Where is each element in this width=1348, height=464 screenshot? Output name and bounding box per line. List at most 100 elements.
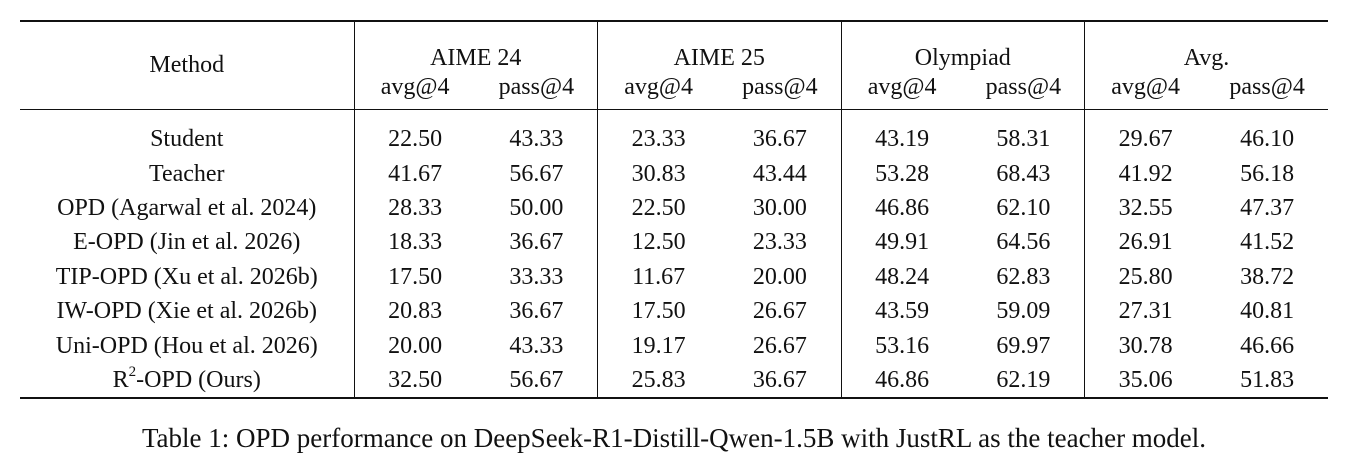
value-cell: 53.16 [840, 328, 963, 363]
value-cell: 46.66 [1240, 332, 1295, 359]
value-cell: 33.33 [509, 263, 564, 290]
table-row: IW-OPD (Xie et al. 2026b) 20.83 36.67 17.50… [20, 293, 1328, 329]
value-cell: 56.18 [1240, 160, 1295, 187]
value-cell: 30.78 [1084, 328, 1207, 363]
value-cell: 36.67 [509, 298, 564, 325]
subheader-pass4: pass@4 [498, 74, 575, 100]
value-cell: 26.67 [752, 332, 807, 359]
value-cell: 47.37 [1240, 194, 1295, 221]
value-cell: 26.67 [752, 298, 807, 325]
value-cell: 36.67 [752, 366, 807, 393]
value-cell: 46.86 [840, 362, 963, 399]
method-cell: IW-OPD (Xie et al. 2026b) [56, 298, 318, 325]
value-cell: 30.83 [597, 156, 720, 191]
value-cell: 56.67 [509, 160, 564, 187]
value-cell: 68.43 [996, 160, 1051, 187]
table-caption: Table 1: OPD performance on DeepSeek-R1-… [141, 423, 1207, 453]
value-cell: 36.67 [752, 126, 807, 153]
value-cell: 20.83 [353, 293, 476, 329]
value-cell: 41.52 [1240, 229, 1295, 256]
table-row: TIP-OPD (Xu et al. 2026b) 17.50 33.33 11.67… [20, 259, 1328, 294]
method-header: Method [20, 21, 354, 110]
value-cell: 27.31 [1084, 293, 1207, 329]
value-cell: 32.55 [1084, 190, 1207, 226]
header-row-groups: Method AIME 24 AIME 25 Olympiad Avg. [20, 21, 1328, 110]
value-cell: 62.19 [996, 366, 1051, 393]
table-row: OPD (Agarwal et al. 2024) 28.33 50.00 22.50… [20, 190, 1328, 226]
value-cell: 43.59 [840, 293, 963, 329]
subheader-avg4: avg@4 [840, 72, 963, 110]
value-cell: 30.00 [752, 194, 807, 221]
method-cell: Teacher [148, 160, 225, 187]
value-cell: 40.81 [1240, 298, 1295, 325]
value-cell: 41.92 [1084, 156, 1207, 191]
value-cell: 23.33 [597, 120, 720, 157]
value-cell: 11.67 [597, 259, 720, 294]
group-header-aime25: AIME 25 [597, 21, 841, 72]
value-cell: 25.80 [1084, 259, 1207, 294]
value-cell: 43.33 [509, 126, 564, 153]
value-cell: 48.24 [840, 259, 963, 294]
value-cell: 41.67 [353, 156, 476, 191]
value-cell: 17.50 [353, 259, 476, 294]
table-body: Student 22.50 43.33 23.33 36.67 43.19 58.31 29.… [20, 109, 1328, 399]
subheader-pass4: pass@4 [1229, 74, 1305, 100]
subheader-avg4: avg@4 [1084, 72, 1207, 110]
method-cell: TIP-OPD (Xu et al. 2026b) [55, 263, 318, 290]
value-cell: 46.86 [840, 190, 963, 226]
value-cell: 50.00 [509, 194, 564, 221]
subheader-avg4: avg@4 [353, 72, 476, 110]
method-name-superscript: 2 [128, 363, 137, 380]
spacer-row [20, 109, 1328, 120]
method-cell: OPD (Agarwal et al. 2024) [57, 194, 317, 221]
value-cell: 69.97 [996, 332, 1051, 359]
value-cell: 25.83 [597, 362, 720, 399]
value-cell: 20.00 [353, 328, 476, 363]
value-cell: 58.31 [996, 126, 1051, 153]
value-cell: 64.56 [996, 229, 1051, 256]
value-cell: 36.67 [509, 229, 564, 256]
value-cell: 56.67 [509, 366, 564, 393]
value-cell: 20.00 [752, 263, 807, 290]
value-cell: 18.33 [353, 225, 476, 260]
method-cell: R2-OPD (Ours) [20, 363, 354, 398]
group-header-aime24: AIME 24 [353, 21, 598, 72]
value-cell: 43.19 [840, 120, 963, 157]
method-name-prefix: R [112, 366, 129, 393]
method-cell: E-OPD (Jin et al. 2026) [73, 229, 301, 256]
group-header-olympiad: Olympiad [840, 21, 1085, 72]
value-cell: 19.17 [597, 328, 720, 363]
method-cell: Uni-OPD (Hou et al. 2026) [55, 332, 318, 359]
table-row: Uni-OPD (Hou et al. 2026) 20.00 43.33 19.17… [20, 328, 1328, 363]
subheader-pass4: pass@4 [985, 74, 1062, 100]
value-cell: 32.50 [353, 362, 476, 399]
value-cell: 23.33 [752, 229, 807, 256]
value-cell: 26.91 [1084, 225, 1207, 260]
value-cell: 62.83 [996, 263, 1051, 290]
value-cell: 29.67 [1084, 120, 1207, 157]
value-cell: 49.91 [840, 225, 963, 260]
table-row: R2-OPD (Ours) 32.50 56.67 25.83 36.67 46.86 62… [20, 362, 1328, 399]
subheader-avg4: avg@4 [597, 72, 720, 110]
header-row-metrics: avg@4 pass@4 avg@4 pass@4 avg@4 pass@4 a… [20, 72, 1328, 110]
value-cell: 46.10 [1240, 126, 1295, 153]
value-cell: 35.06 [1084, 362, 1207, 399]
table-row: Teacher 41.67 56.67 30.83 43.44 53.28 68.43 41.… [20, 156, 1328, 191]
method-cell: Student [150, 126, 224, 153]
value-cell: 62.10 [996, 194, 1051, 221]
method-name-suffix: -OPD (Ours) [136, 366, 261, 393]
value-cell: 12.50 [597, 225, 720, 260]
subheader-pass4: pass@4 [742, 74, 818, 100]
value-cell: 43.33 [509, 332, 564, 359]
table-row: Student 22.50 43.33 23.33 36.67 43.19 58.31 29.… [20, 120, 1328, 157]
value-cell: 51.83 [1240, 366, 1295, 393]
value-cell: 28.33 [353, 190, 476, 226]
value-cell: 53.28 [840, 156, 963, 191]
value-cell: 38.72 [1240, 263, 1295, 290]
value-cell: 22.50 [597, 190, 720, 226]
results-table: Method AIME 24 AIME 25 Olympiad Avg. avg… [20, 20, 1328, 399]
value-cell: 22.50 [353, 120, 476, 157]
value-cell: 17.50 [597, 293, 720, 329]
value-cell: 43.44 [752, 160, 807, 187]
